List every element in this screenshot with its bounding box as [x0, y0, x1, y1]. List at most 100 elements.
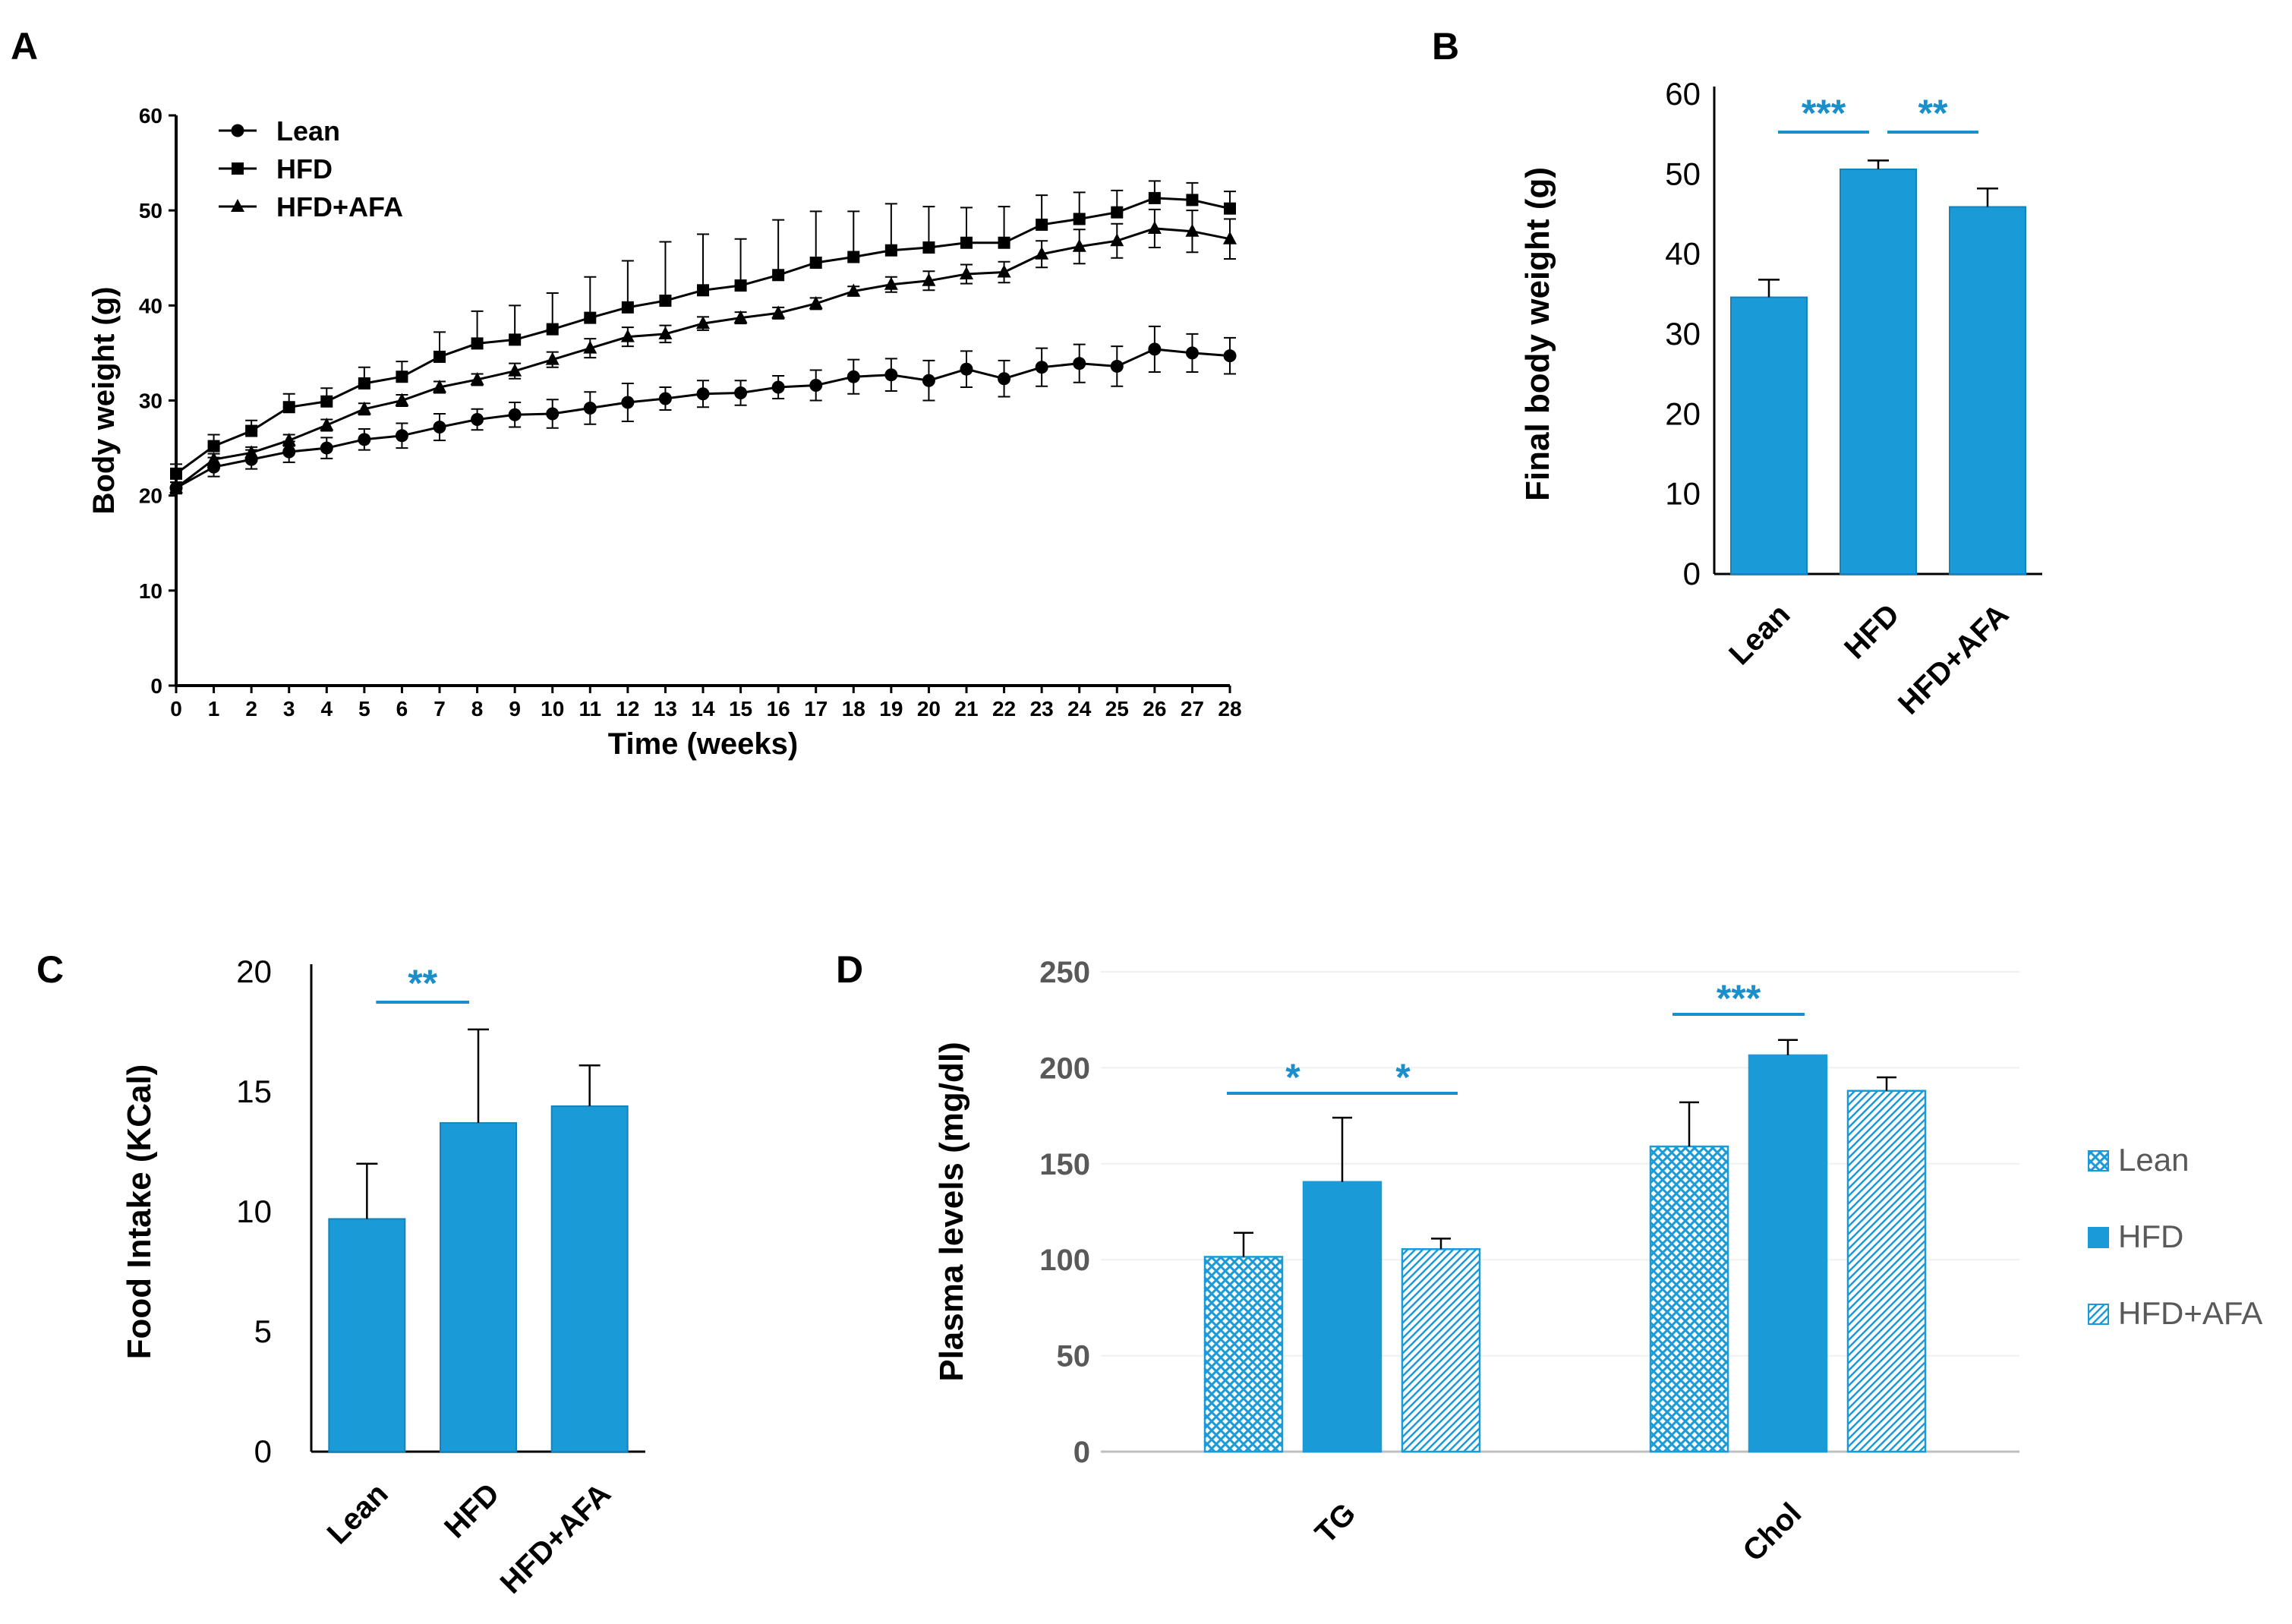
point-hfd	[207, 440, 220, 453]
point-hfd-afa	[696, 316, 710, 330]
point-lean	[922, 374, 935, 387]
legend-label-lean: Lean	[2118, 1142, 2189, 1178]
y-tick-label: 10	[1665, 476, 1701, 512]
point-hfd-afa	[997, 264, 1011, 278]
y-axis-title: Food Intake (KCal)	[121, 1064, 158, 1360]
point-hfd-afa	[658, 326, 673, 339]
significance-stars: **	[408, 962, 437, 1004]
point-hfd-afa	[282, 433, 296, 446]
bar-tg-hfd-afa	[1401, 1248, 1481, 1453]
point-hfd	[471, 337, 484, 350]
y-tick-label: 20	[139, 484, 162, 508]
legend-label-hfd: HFD	[276, 153, 333, 184]
point-hfd-afa	[433, 379, 446, 393]
point-lean	[1110, 359, 1124, 373]
y-tick-label: 250	[1039, 956, 1090, 989]
point-lean	[1148, 342, 1162, 356]
x-tick-label: 15	[729, 697, 752, 721]
panel-d-grouped-bar-chart: 0 50 100 150 200 250 Plasma levels (mg/dl) TG Ch…	[933, 956, 2262, 1568]
point-lean	[846, 370, 860, 383]
x-tick-label: 11	[579, 697, 601, 721]
point-hfd-afa	[1035, 246, 1049, 260]
y-tick-label: 0	[254, 1433, 272, 1469]
bar-tg-hfd	[1302, 1181, 1382, 1453]
point-hfd	[433, 350, 446, 363]
y-tick-label: 50	[139, 199, 162, 222]
point-lean	[282, 445, 296, 459]
point-hfd	[734, 279, 747, 292]
legend-d: Lean HFD HFD+AFA	[2088, 1142, 2262, 1331]
point-lean	[358, 433, 371, 446]
significance-stars: *	[1395, 1056, 1411, 1099]
legend-swatch-hfd-afa	[2088, 1304, 2109, 1325]
point-hfd-afa	[244, 445, 259, 459]
point-hfd-afa	[1147, 220, 1162, 234]
y-tick-label: 20	[1665, 396, 1701, 431]
bar-hfd	[440, 1122, 517, 1452]
y-tick-label: 60	[139, 104, 162, 128]
x-tick-label: 21	[954, 697, 978, 721]
panel-label-b: B	[1432, 25, 1459, 68]
bar-lean	[1730, 296, 1808, 575]
panel-b-bar-chart: 0 10 20 30 40 50 60 Final body weight (g) Lean HF…	[1519, 76, 2042, 721]
category-label: Lean	[1723, 598, 1796, 671]
significance-stars: **	[1918, 92, 1948, 134]
category-label: HFD+AFA	[494, 1477, 617, 1600]
x-tick-label: 17	[804, 697, 828, 721]
bar-hfd	[1840, 169, 1917, 575]
category-label-tg: TG	[1309, 1496, 1362, 1550]
point-hfd-afa	[1223, 231, 1237, 244]
point-hfd-afa	[207, 452, 221, 465]
y-tick-label: 50	[1057, 1340, 1091, 1373]
y-tick-label: 10	[236, 1194, 272, 1229]
y-tick-label: 60	[1665, 76, 1701, 112]
point-hfd	[320, 395, 333, 408]
legend-marker-hfd	[232, 162, 244, 175]
y-tick-label: 50	[1665, 156, 1701, 191]
legend-marker-hfd-afa	[231, 199, 244, 212]
x-tick-label: 3	[283, 697, 295, 721]
significance-stars: ***	[1717, 977, 1761, 1020]
point-hfd-afa	[620, 329, 635, 342]
x-tick-label: 2	[245, 697, 257, 721]
point-lean	[508, 408, 522, 421]
point-hfd	[282, 401, 295, 414]
legend-label-lean: Lean	[276, 115, 340, 147]
y-axis-title: Body weight (g)	[87, 287, 121, 515]
point-lean	[696, 387, 710, 401]
y-tick-label: 150	[1039, 1148, 1090, 1181]
point-hfd	[1073, 213, 1086, 225]
point-hfd-afa	[508, 363, 522, 377]
point-hfd	[659, 295, 672, 307]
x-tick-label: 14	[691, 697, 715, 721]
point-hfd	[922, 241, 935, 254]
x-tick-label: 4	[320, 697, 333, 721]
y-tick-label: 40	[139, 294, 162, 317]
x-tick-label: 27	[1181, 697, 1204, 721]
point-hfd	[245, 424, 258, 437]
x-tick-label: 10	[541, 697, 564, 721]
point-hfd	[621, 301, 634, 314]
series-line-lean	[175, 348, 1231, 489]
point-lean	[960, 362, 973, 376]
x-tick-label: 16	[767, 697, 790, 721]
series-hfd	[170, 180, 1236, 480]
point-hfd	[1148, 191, 1161, 204]
y-axis-title: Final body weight (g)	[1519, 167, 1556, 501]
point-hfd	[1224, 202, 1236, 215]
point-hfd	[847, 251, 860, 263]
bar-chol-hfd	[1748, 1054, 1828, 1453]
point-hfd-afa	[1110, 233, 1124, 247]
point-hfd-afa	[846, 283, 861, 297]
bar-hfd-afa	[1949, 206, 2026, 575]
point-lean	[583, 402, 597, 415]
point-hfd	[1036, 218, 1048, 231]
significance-stars: *	[1285, 1056, 1300, 1099]
x-tick-label: 19	[879, 697, 903, 721]
x-tick-label: 24	[1067, 697, 1092, 721]
y-tick-label: 30	[1665, 316, 1701, 352]
point-lean	[621, 396, 635, 409]
point-hfd	[584, 311, 597, 324]
y-tick-label: 20	[236, 954, 272, 989]
